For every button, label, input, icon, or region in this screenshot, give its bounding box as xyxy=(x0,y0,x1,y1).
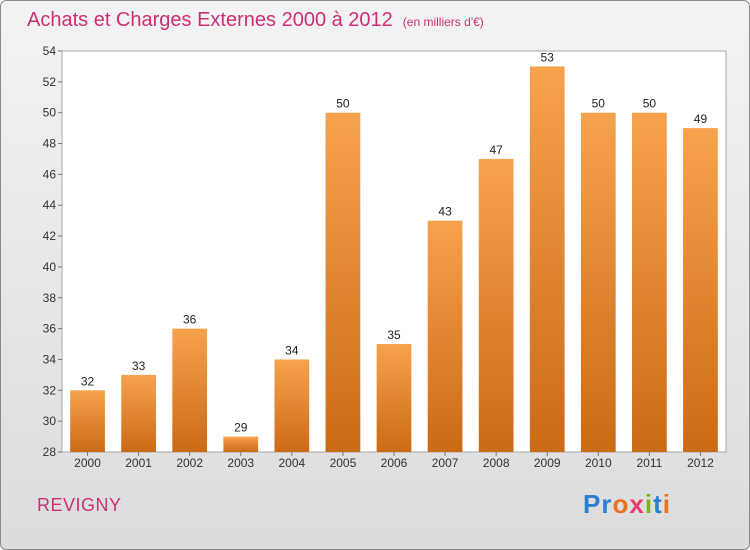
bar-2010 xyxy=(580,112,616,452)
y-tick-label: 30 xyxy=(43,414,57,428)
bar-value-label: 49 xyxy=(694,112,708,126)
logo-letter: r xyxy=(601,489,613,519)
y-tick-label: 48 xyxy=(43,137,57,151)
bar-2005 xyxy=(325,112,361,452)
logo-letter: P xyxy=(583,489,602,519)
x-tick-label: 2012 xyxy=(687,456,714,470)
y-tick-label: 52 xyxy=(43,75,57,89)
bar-value-label: 50 xyxy=(336,97,350,111)
chart-subtitle: (en milliers d'€) xyxy=(402,15,484,29)
bar-2003 xyxy=(223,436,259,452)
y-tick-label: 44 xyxy=(43,198,57,212)
bar-value-label: 29 xyxy=(234,421,248,435)
x-tick-label: 2001 xyxy=(125,456,152,470)
y-tick-label: 54 xyxy=(43,44,57,58)
x-tick-label: 2000 xyxy=(74,456,101,470)
bar-value-label: 36 xyxy=(183,313,197,327)
bar-2000 xyxy=(70,390,105,452)
bar-2008 xyxy=(478,158,514,452)
bar-value-label: 43 xyxy=(438,205,452,219)
x-tick-label: 2010 xyxy=(585,456,612,470)
x-tick-label: 2002 xyxy=(176,456,203,470)
x-tick-label: 2011 xyxy=(636,456,662,470)
y-tick-label: 42 xyxy=(43,229,57,243)
x-tick-label: 2009 xyxy=(534,456,561,470)
x-tick-label: 2004 xyxy=(278,456,305,470)
bar-value-label: 50 xyxy=(643,97,657,111)
bar-value-label: 47 xyxy=(489,143,503,157)
logo-letter: i xyxy=(644,489,654,519)
bar-2011 xyxy=(632,112,667,452)
bar-2007 xyxy=(427,220,463,452)
bar-value-label: 34 xyxy=(285,343,299,357)
bar-2009 xyxy=(529,66,565,452)
x-tick-label: 2005 xyxy=(330,456,357,470)
bar-value-label: 50 xyxy=(592,97,606,111)
commune-name: REVIGNY xyxy=(37,495,122,515)
y-tick-label: 34 xyxy=(43,352,57,366)
x-tick-label: 2003 xyxy=(227,456,254,470)
x-tick-label: 2008 xyxy=(483,456,510,470)
x-axis: 2000 2001 2002 2003 2004 2005 2006 2007 2008 2009… xyxy=(74,452,714,470)
bar-2002 xyxy=(172,328,208,452)
bars: 32 33 36 29 34 50 35 43 47 53 50 50 49 xyxy=(70,50,718,452)
logo-letter: i xyxy=(662,489,671,519)
chart-title-text: Achats et Charges Externes 2000 à 2012 xyxy=(27,9,393,31)
x-tick-label: 2006 xyxy=(381,456,408,470)
logo-letter: t xyxy=(653,489,663,519)
y-tick-label: 38 xyxy=(43,291,57,305)
proxiti-logo[interactable]: Proxiti xyxy=(583,489,671,520)
logo-letter: x xyxy=(629,489,645,519)
bar-value-label: 35 xyxy=(387,328,401,342)
y-tick-label: 40 xyxy=(43,260,57,274)
bar-2006 xyxy=(376,344,412,452)
chart-title: Achats et Charges Externes 2000 à 2012 (e… xyxy=(27,9,484,32)
y-tick-label: 36 xyxy=(43,322,57,336)
y-tick-label: 46 xyxy=(43,167,57,181)
bar-value-label: 33 xyxy=(132,359,146,373)
logo-letter: o xyxy=(612,489,630,519)
y-tick-label: 28 xyxy=(43,445,57,459)
bar-2004 xyxy=(274,359,310,452)
bar-2001 xyxy=(121,374,156,452)
bar-value-label: 32 xyxy=(81,374,95,388)
bar-2012 xyxy=(683,128,718,452)
y-tick-label: 32 xyxy=(43,383,57,397)
y-axis: 28 30 32 34 36 38 40 42 44 46 48 50 52 54 xyxy=(43,44,62,459)
bar-value-label: 53 xyxy=(541,50,555,64)
y-tick-label: 50 xyxy=(43,106,57,120)
x-tick-label: 2007 xyxy=(432,456,459,470)
